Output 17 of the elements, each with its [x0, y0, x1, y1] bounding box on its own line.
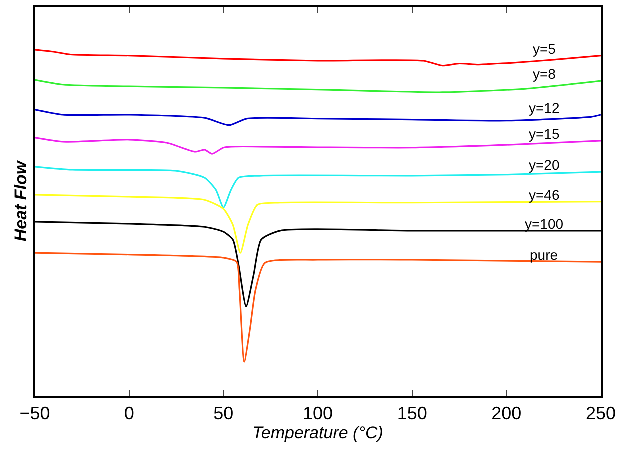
x-tick-label: 100 — [302, 403, 334, 424]
x-tick-label: −50 — [20, 403, 50, 424]
series-label: y=8 — [533, 66, 556, 82]
series-label: y=15 — [529, 126, 560, 142]
x-tick-label: 50 — [214, 403, 234, 424]
x-tick-label: 250 — [586, 403, 616, 424]
series-label: y=46 — [529, 187, 560, 203]
y-axis-title: Heat Flow — [11, 160, 30, 242]
series-label: y=100 — [525, 216, 564, 232]
series-label: y=5 — [533, 41, 556, 57]
series-label: pure — [530, 247, 558, 263]
series-label: y=12 — [529, 100, 560, 116]
x-tick-label: 0 — [124, 403, 134, 424]
series-label: y=20 — [529, 157, 560, 173]
x-axis-title: Temperature (°C) — [252, 423, 384, 442]
x-tick-label: 200 — [492, 403, 522, 424]
x-tick-label: 150 — [397, 403, 428, 424]
